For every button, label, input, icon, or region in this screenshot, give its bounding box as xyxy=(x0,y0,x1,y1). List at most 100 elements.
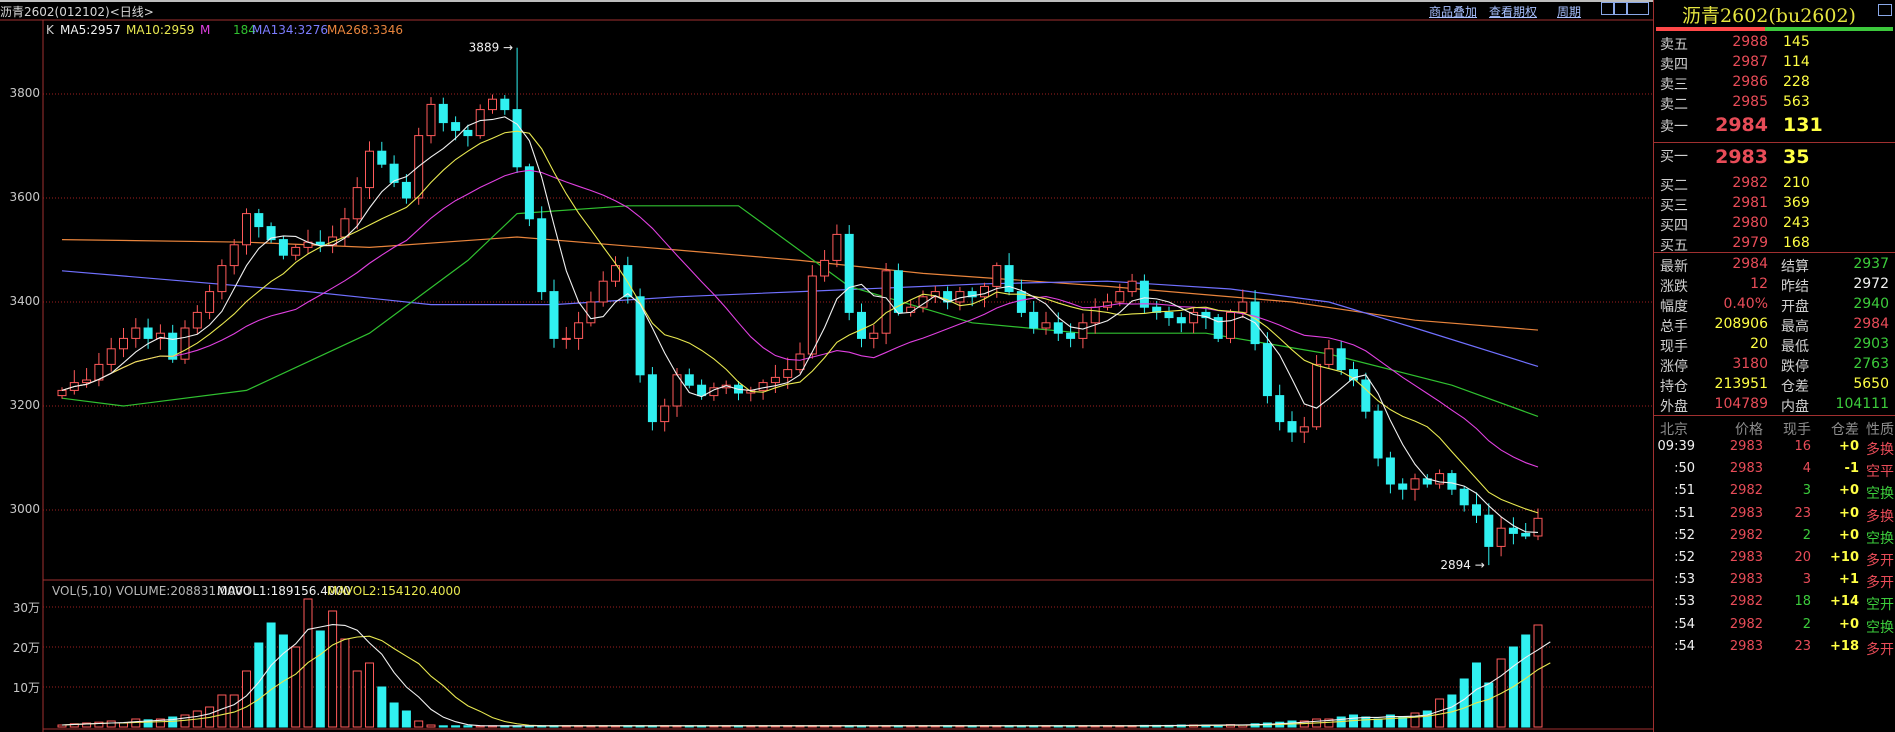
volume-bar xyxy=(463,725,473,728)
bid-level-label: 买五 xyxy=(1660,238,1688,254)
candle-up xyxy=(94,363,104,381)
volume-bar xyxy=(328,610,338,728)
ask-price: 2988 xyxy=(1732,34,1768,50)
ma20-line xyxy=(61,169,1539,468)
candle-up xyxy=(598,280,608,303)
candle-down xyxy=(893,270,903,313)
bid-price: 2979 xyxy=(1732,235,1768,251)
stat-value: 12 xyxy=(1750,276,1768,292)
tick-time: :52 xyxy=(1674,550,1695,565)
candle-up xyxy=(783,369,793,378)
candle-down xyxy=(1275,395,1285,423)
tick-oi-change: +10 xyxy=(1830,550,1859,565)
candle-down xyxy=(1029,311,1039,329)
tick-nature: 空开 xyxy=(1866,597,1894,614)
tick-qty: 3 xyxy=(1802,483,1811,499)
candle-up xyxy=(795,353,805,371)
candle-up xyxy=(155,332,165,339)
candle-down xyxy=(684,374,694,386)
ma134-line xyxy=(61,270,1539,368)
candle-up xyxy=(106,348,116,365)
bid-level-label: 买四 xyxy=(1660,218,1688,234)
candle-up xyxy=(1115,291,1125,303)
volume-bar xyxy=(1521,634,1531,728)
stat-label: 仓差 xyxy=(1781,379,1809,395)
ask-volume: 228 xyxy=(1783,74,1810,90)
candle-down xyxy=(1521,532,1531,537)
ask-level-label: 卖五 xyxy=(1660,37,1688,53)
legend-mavol2: MAVOL2:154120.4000 xyxy=(327,584,461,598)
volume-tick-label: 30万 xyxy=(12,601,40,615)
candle-up xyxy=(930,291,940,298)
candle-down xyxy=(1201,311,1211,319)
stat-label: 内盘 xyxy=(1781,399,1809,415)
bid-volume: 35 xyxy=(1783,146,1810,168)
tick-price: 2982 xyxy=(1729,594,1763,610)
volume-bar xyxy=(119,722,128,728)
tick-time: :54 xyxy=(1674,638,1695,654)
maximize-icon[interactable] xyxy=(1878,4,1892,16)
tick-price: 2983 xyxy=(1729,550,1763,565)
candle-down xyxy=(278,239,288,256)
ask-volume: 563 xyxy=(1783,94,1810,110)
volume-bar xyxy=(401,710,411,728)
candle-down xyxy=(1287,421,1297,433)
stat-value: 2937 xyxy=(1853,256,1889,272)
candle-down xyxy=(623,265,633,298)
candle-down xyxy=(1398,483,1408,490)
candle-down xyxy=(463,129,473,137)
candle-down xyxy=(438,103,448,124)
contract-title: 沥青2602(bu2602) xyxy=(1682,5,1856,27)
candle-up xyxy=(980,285,989,298)
legend-ma5: MA5:2957 xyxy=(60,23,121,37)
candle-down xyxy=(1373,410,1383,459)
kline-chart[interactable]: 3889 → 2894 → xyxy=(0,0,1653,732)
stat-value: 2972 xyxy=(1853,276,1889,292)
ask-level-label: 卖一 xyxy=(1660,119,1688,135)
tick-price: 2983 xyxy=(1729,505,1763,521)
tick-qty: 20 xyxy=(1794,550,1811,565)
candle-down xyxy=(1016,291,1026,313)
layout-toggle-icon[interactable] xyxy=(1627,2,1649,15)
view-options-link[interactable]: 查看期权 xyxy=(1489,5,1538,19)
legend-ma20: M xyxy=(200,23,211,37)
stat-value: 3180 xyxy=(1732,356,1768,372)
tick-oi-change: +1 xyxy=(1839,572,1859,588)
tick-time: :53 xyxy=(1674,594,1695,610)
candle-down xyxy=(451,122,461,131)
arrow-left-icon[interactable] xyxy=(1601,2,1614,15)
arrow-right-icon[interactable] xyxy=(1614,2,1627,15)
stat-value: 208906 xyxy=(1714,316,1768,332)
mavol1-line xyxy=(61,624,1551,727)
ticks-header-time: 北京 xyxy=(1660,422,1688,438)
volume-bar xyxy=(1435,698,1445,728)
candle-down xyxy=(143,327,153,339)
volume-bar xyxy=(266,622,276,728)
tick-oi-change: +14 xyxy=(1830,594,1859,610)
legend-green-ma: 184 xyxy=(233,23,256,37)
candle-up xyxy=(192,311,202,329)
volume-bar xyxy=(1459,678,1469,728)
candle-up xyxy=(340,218,350,238)
volume-bar xyxy=(242,670,251,728)
legend-ma134: MA134:3276 xyxy=(252,23,329,37)
candle-up xyxy=(611,265,620,282)
candle-up xyxy=(475,109,485,137)
ask-price: 2984 xyxy=(1715,114,1768,136)
tick-qty: 4 xyxy=(1802,461,1811,477)
tick-time: :51 xyxy=(1674,505,1695,521)
tick-nature: 多换 xyxy=(1866,442,1894,458)
candle-up xyxy=(82,379,92,384)
period-link[interactable]: 周期 xyxy=(1557,5,1582,19)
ma10-line xyxy=(61,130,1539,514)
bid-price: 2980 xyxy=(1732,215,1768,231)
volume-bar xyxy=(106,720,116,728)
overlay-commodity-link[interactable]: 商品叠加 xyxy=(1429,5,1478,19)
candle-up xyxy=(1324,348,1334,365)
divider xyxy=(1654,415,1895,416)
tick-qty: 2 xyxy=(1802,616,1811,632)
tick-nature: 多开 xyxy=(1866,553,1894,569)
tick-oi-change: +0 xyxy=(1839,483,1859,499)
volume-bar xyxy=(217,694,227,728)
tick-oi-change: +0 xyxy=(1839,505,1859,521)
